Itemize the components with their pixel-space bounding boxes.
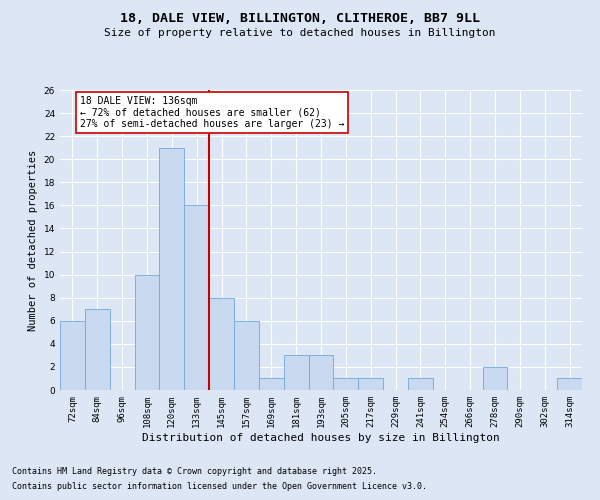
Bar — [234, 321, 259, 390]
X-axis label: Distribution of detached houses by size in Billington: Distribution of detached houses by size … — [142, 432, 500, 442]
Bar — [284, 356, 308, 390]
Text: 18, DALE VIEW, BILLINGTON, CLITHEROE, BB7 9LL: 18, DALE VIEW, BILLINGTON, CLITHEROE, BB… — [120, 12, 480, 26]
Bar — [557, 378, 582, 390]
Bar — [85, 309, 110, 390]
Bar — [482, 367, 508, 390]
Bar — [60, 321, 85, 390]
Bar — [408, 378, 433, 390]
Bar — [184, 206, 209, 390]
Text: 18 DALE VIEW: 136sqm
← 72% of detached houses are smaller (62)
27% of semi-detac: 18 DALE VIEW: 136sqm ← 72% of detached h… — [80, 96, 344, 129]
Bar — [334, 378, 358, 390]
Text: Size of property relative to detached houses in Billington: Size of property relative to detached ho… — [104, 28, 496, 38]
Text: Contains HM Land Registry data © Crown copyright and database right 2025.: Contains HM Land Registry data © Crown c… — [12, 467, 377, 476]
Y-axis label: Number of detached properties: Number of detached properties — [28, 150, 38, 330]
Bar — [209, 298, 234, 390]
Bar — [358, 378, 383, 390]
Bar — [308, 356, 334, 390]
Bar — [134, 274, 160, 390]
Bar — [259, 378, 284, 390]
Bar — [160, 148, 184, 390]
Text: Contains public sector information licensed under the Open Government Licence v3: Contains public sector information licen… — [12, 482, 427, 491]
